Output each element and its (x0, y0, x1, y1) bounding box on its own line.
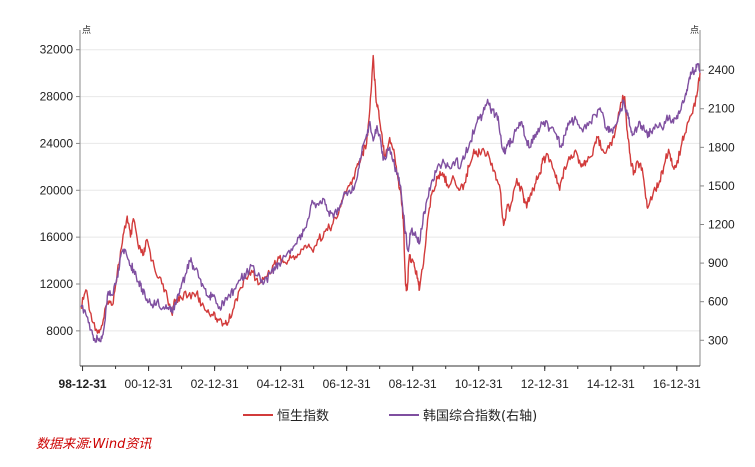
legend-label-hsi: 恒生指数 (277, 409, 330, 424)
left-tick-label: 20000 (40, 183, 74, 197)
legend-swatch-kospi (389, 413, 420, 416)
axes: 8000 12000 16000 20000 24000 28000 32000 300 600… (40, 30, 735, 391)
chart: 8000 12000 16000 20000 24000 28000 32000 300 600… (40, 25, 735, 391)
right-tick-label: 1200 (708, 218, 735, 232)
legend-item-hsi: 恒生指数 (243, 405, 329, 424)
left-unit-label: 点 (82, 25, 91, 36)
left-tick-label: 28000 (40, 90, 74, 104)
right-unit-label: 点 (690, 25, 699, 36)
source-note: 数据来源:Wind资讯 (36, 437, 152, 452)
x-tick-label: 14-12-31 (587, 377, 635, 391)
grid (80, 49, 700, 332)
x-tick-label: 04-12-31 (257, 377, 305, 391)
right-tick-label: 900 (708, 256, 728, 270)
legend-item-kospi: 韩国综合指数(右轴) (389, 405, 537, 424)
left-tick-label: 16000 (40, 230, 74, 244)
x-tick-label: 06-12-31 (323, 377, 371, 391)
right-tick-label: 1500 (708, 179, 735, 193)
left-tick-label: 12000 (40, 277, 74, 291)
x-tick-label: 02-12-31 (191, 377, 239, 391)
right-tick-label: 300 (708, 333, 728, 347)
legend: 恒生指数 韩国综合指数(右轴) (243, 405, 537, 424)
legend-label-kospi: 韩国综合指数(右轴) (423, 409, 538, 424)
right-tick-label: 600 (708, 295, 728, 309)
series-line-hsi (80, 54, 701, 334)
left-tick-label: 32000 (40, 43, 74, 57)
right-tick-label: 2400 (708, 63, 735, 77)
right-tick-label: 1800 (708, 140, 735, 154)
legend-swatch-hsi (243, 413, 273, 416)
x-tick-label: 08-12-31 (389, 377, 437, 391)
left-tick-label: 24000 (40, 136, 74, 150)
x-tick-label: 16-12-31 (653, 377, 701, 391)
x-tick-label: 00-12-31 (125, 377, 173, 391)
series-line-kospi (80, 63, 701, 343)
x-tick-label: 10-12-31 (455, 377, 503, 391)
right-tick-label: 2100 (708, 102, 735, 116)
x-tick-label: 98-12-31 (59, 377, 107, 391)
left-tick-label: 8000 (46, 324, 73, 338)
x-tick-label: 12-12-31 (521, 377, 569, 391)
series-layer (80, 54, 701, 343)
